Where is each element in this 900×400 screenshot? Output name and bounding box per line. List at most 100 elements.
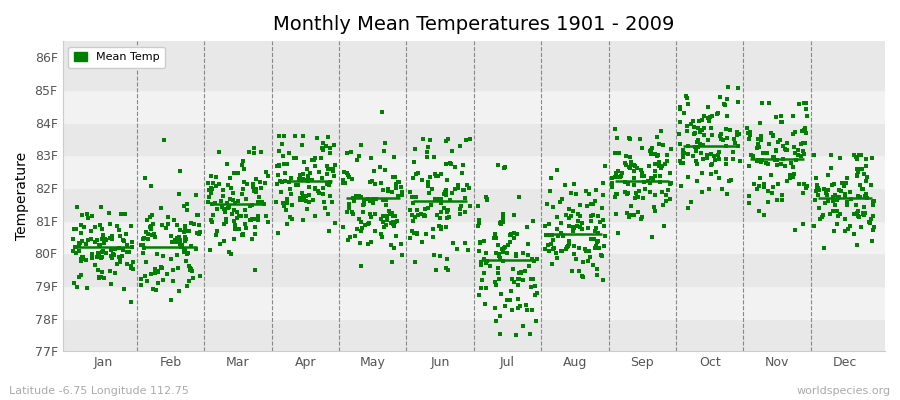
Point (445, 161, 459, 168)
Point (230, 215, 244, 221)
Point (498, 244, 512, 250)
Point (787, 144, 801, 150)
Point (794, 141, 808, 148)
Point (379, 222, 393, 228)
Point (800, 112, 814, 119)
Point (123, 299, 138, 306)
Point (605, 180, 619, 186)
Point (770, 197, 784, 203)
Point (832, 155, 847, 162)
Point (489, 235, 503, 242)
Point (356, 202, 371, 208)
Point (77, 224, 92, 230)
Point (562, 237, 576, 244)
Point (608, 174, 622, 180)
Point (392, 179, 407, 185)
Point (684, 199, 698, 205)
Point (822, 187, 836, 193)
Point (717, 101, 732, 107)
Point (257, 180, 272, 187)
Point (441, 207, 455, 213)
Point (164, 233, 178, 239)
Point (93, 222, 107, 228)
Point (480, 258, 494, 264)
Point (609, 191, 624, 197)
Point (177, 238, 192, 244)
Point (245, 202, 259, 208)
Point (697, 125, 711, 131)
Point (838, 194, 852, 200)
Point (590, 243, 604, 249)
Point (295, 190, 310, 196)
Point (434, 224, 448, 230)
Point (222, 204, 237, 210)
Point (608, 169, 623, 176)
Point (424, 202, 438, 208)
Point (285, 216, 300, 222)
Point (517, 277, 531, 284)
Point (81, 237, 95, 244)
Point (679, 92, 693, 99)
Point (437, 190, 452, 197)
Point (86, 254, 100, 261)
Point (488, 231, 502, 237)
Point (796, 190, 810, 196)
Point (754, 159, 769, 166)
Point (439, 187, 454, 193)
Point (205, 186, 220, 192)
Point (524, 284, 538, 290)
Point (572, 202, 587, 208)
Point (320, 143, 334, 149)
Point (753, 175, 768, 182)
Point (662, 196, 677, 202)
Point (797, 151, 812, 157)
Point (591, 238, 606, 245)
Point (201, 180, 215, 187)
Point (168, 239, 183, 245)
Point (405, 218, 419, 224)
Point (356, 201, 371, 207)
Point (483, 263, 498, 270)
Point (680, 204, 695, 211)
Point (701, 104, 716, 110)
Point (380, 216, 394, 223)
Point (654, 163, 669, 170)
Point (231, 226, 246, 232)
Point (446, 190, 460, 196)
Point (496, 211, 510, 217)
Point (629, 164, 643, 171)
Point (121, 248, 135, 255)
Point (719, 125, 733, 132)
Point (676, 154, 690, 161)
Point (254, 184, 268, 191)
Point (295, 193, 310, 199)
Point (269, 198, 284, 205)
Point (546, 246, 561, 253)
Point (816, 212, 831, 218)
Point (375, 218, 390, 225)
Point (340, 209, 355, 216)
Point (209, 183, 223, 189)
Point (516, 250, 530, 256)
Point (78, 257, 93, 264)
Point (95, 236, 110, 242)
Point (662, 187, 676, 193)
Point (176, 249, 191, 255)
Point (507, 235, 521, 241)
Point (581, 258, 596, 264)
Point (316, 147, 330, 153)
Point (595, 252, 609, 259)
Point (261, 173, 275, 179)
Point (774, 113, 788, 120)
Point (246, 184, 260, 191)
Point (719, 160, 733, 167)
Bar (62, 286, 885, 318)
Point (652, 163, 667, 170)
Point (394, 192, 409, 198)
Point (825, 208, 840, 214)
Point (170, 252, 184, 259)
Point (364, 214, 378, 220)
Point (453, 206, 467, 212)
Point (783, 175, 797, 182)
Point (562, 241, 577, 248)
